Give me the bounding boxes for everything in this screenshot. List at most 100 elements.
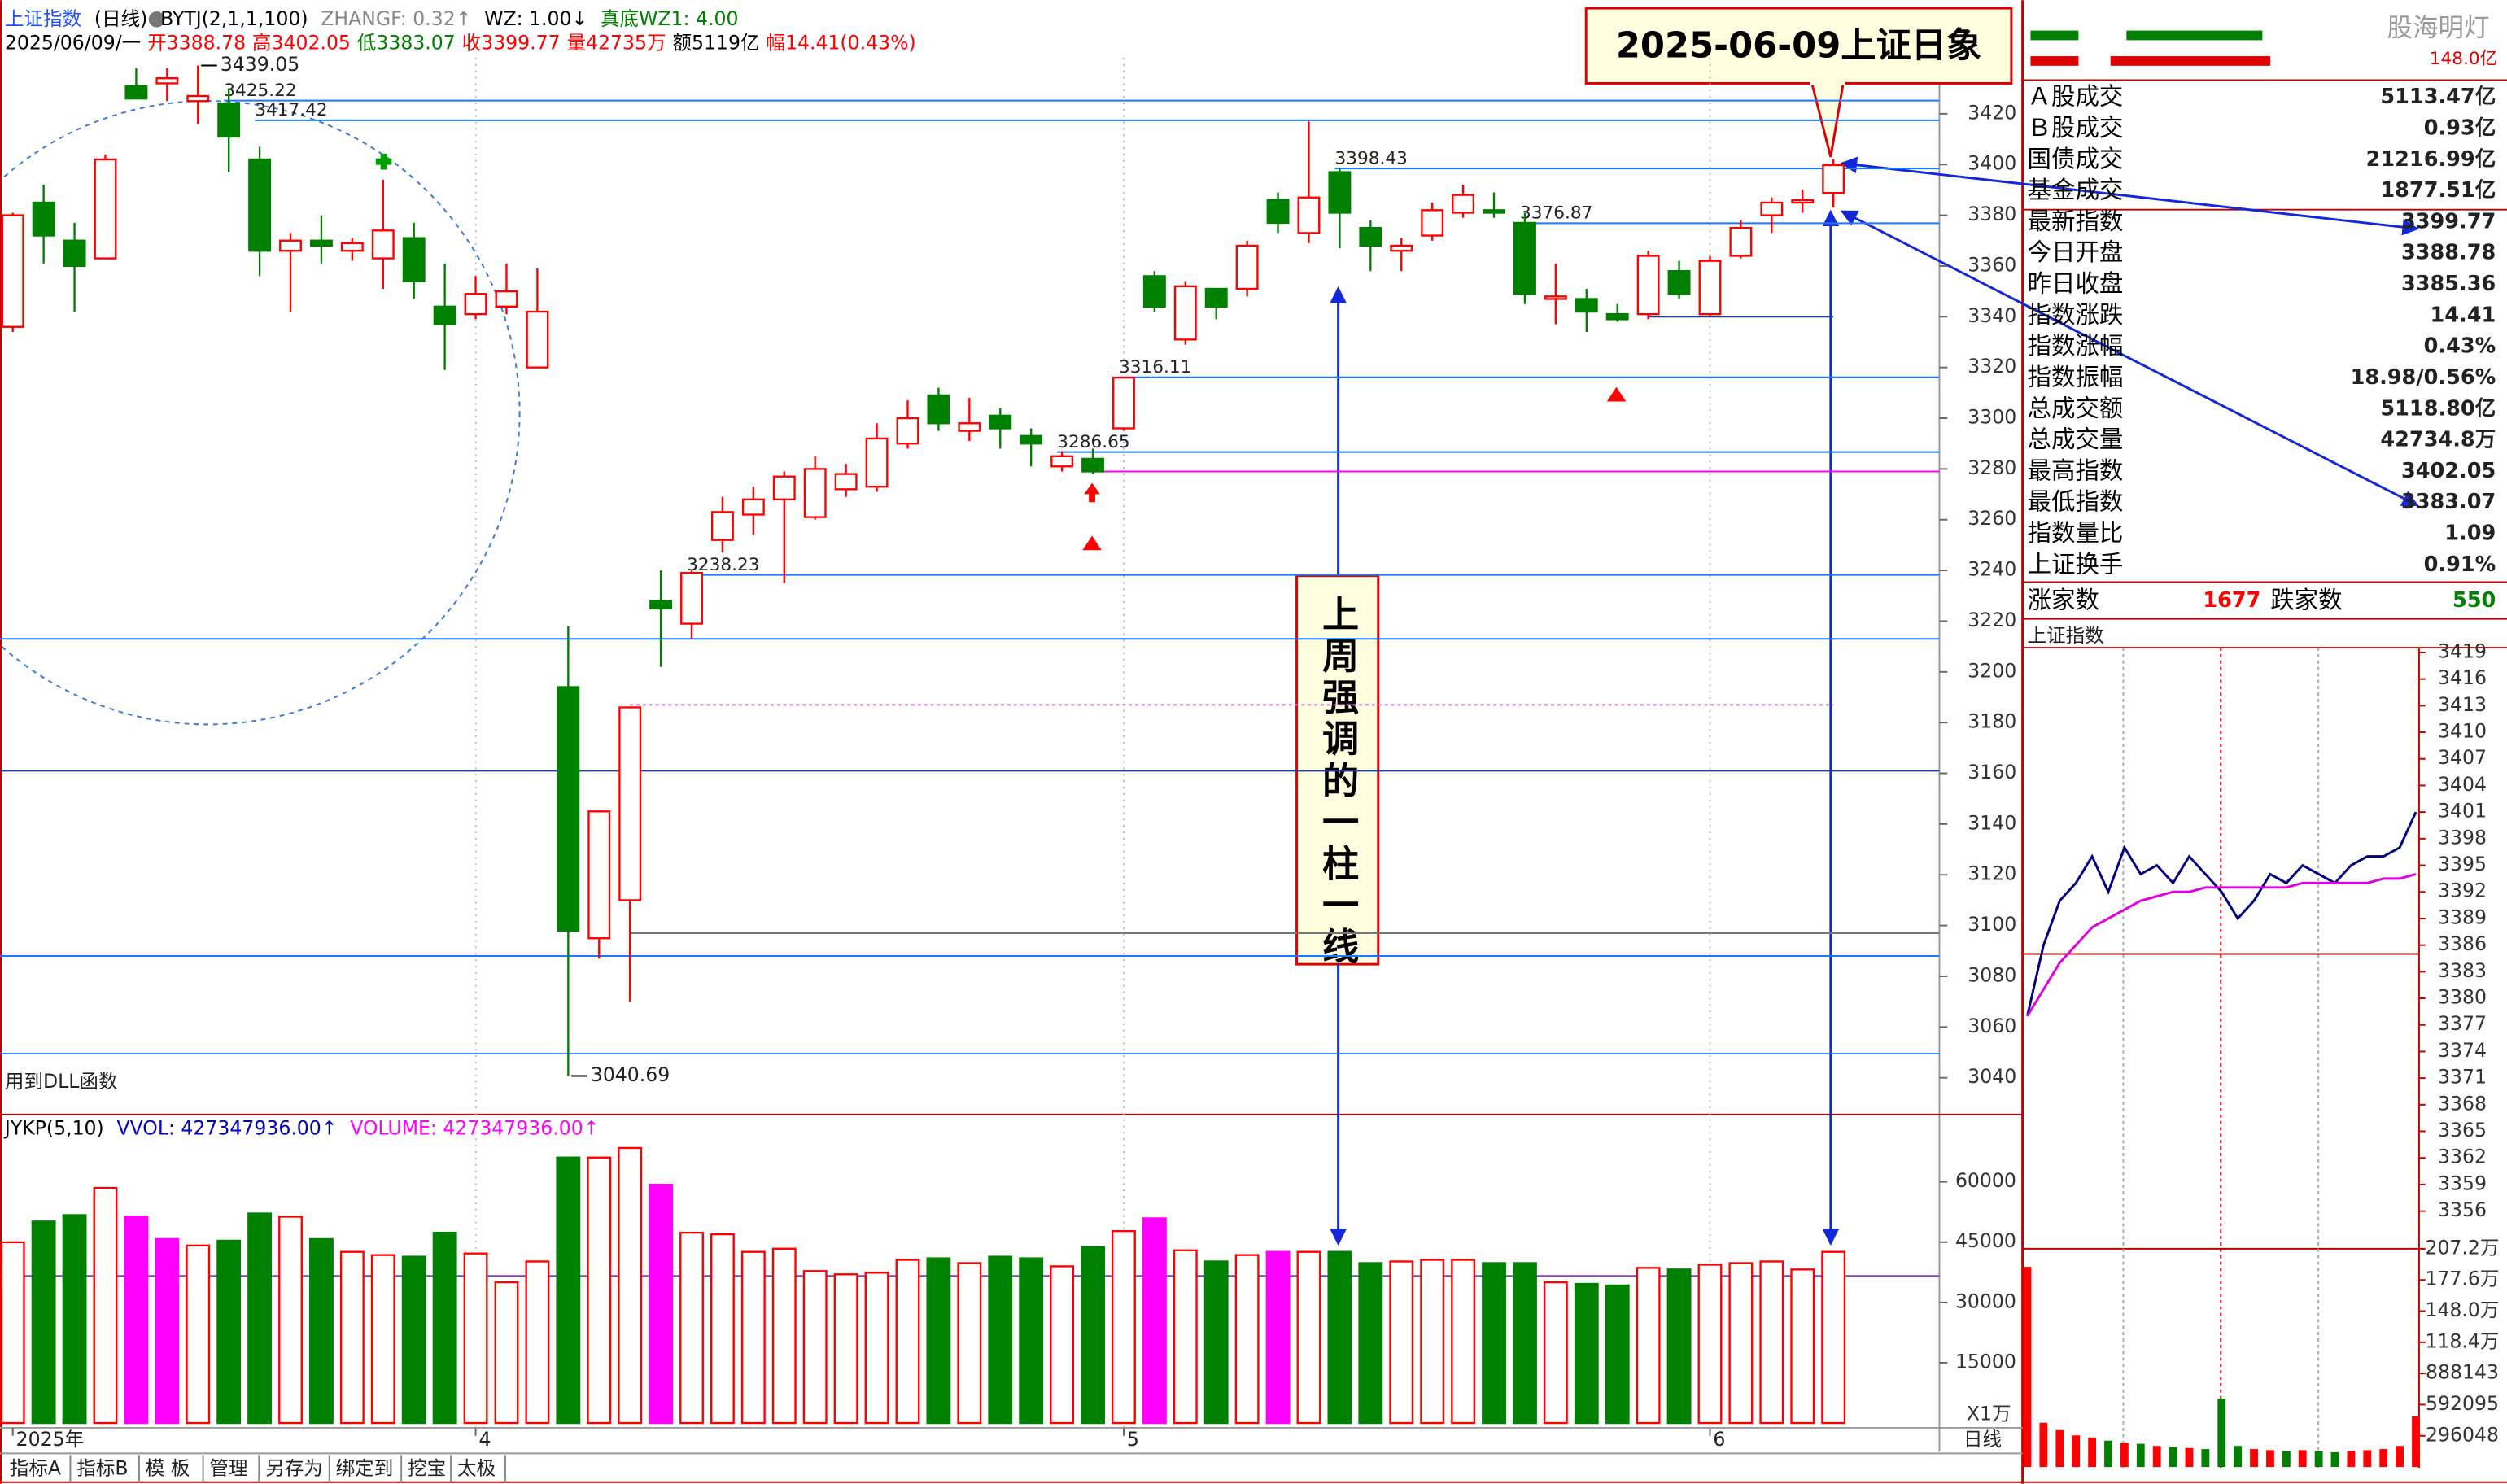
signal-cross bbox=[375, 153, 392, 170]
annotation-label: 3316.11 bbox=[1119, 357, 1191, 378]
row-label: Ｂ股成交 bbox=[2028, 114, 2124, 142]
volume-bar bbox=[1482, 1262, 1506, 1425]
volume-bar bbox=[1451, 1259, 1476, 1425]
row-value: 5118.80亿 bbox=[2380, 396, 2496, 421]
y-tick-label: 3410 bbox=[2438, 720, 2487, 743]
intraday-volume bbox=[2201, 1449, 2210, 1468]
row-label: 基金成交 bbox=[2028, 177, 2124, 204]
tab[interactable]: 另存为 bbox=[265, 1457, 323, 1480]
row-value: 0.43% bbox=[2424, 334, 2496, 359]
y-tick-label: 3300 bbox=[1968, 406, 2016, 429]
row-value: 0.91% bbox=[2424, 552, 2496, 577]
volume-bar bbox=[1759, 1260, 1784, 1425]
volume-bar bbox=[463, 1252, 488, 1425]
volume-bar bbox=[1636, 1267, 1661, 1425]
candle-body bbox=[309, 239, 333, 247]
candle-body bbox=[124, 85, 148, 100]
volume-bar bbox=[494, 1281, 519, 1425]
intraday-volume bbox=[2023, 1267, 2032, 1468]
volume-bar bbox=[833, 1273, 858, 1425]
signal-triangle bbox=[1082, 535, 1102, 551]
candle-body bbox=[680, 572, 703, 625]
row-value: 0.93亿 bbox=[2424, 116, 2496, 140]
volume-bar bbox=[802, 1270, 828, 1425]
intraday-volume bbox=[2152, 1446, 2161, 1468]
x-tick-label: 4 bbox=[478, 1428, 491, 1451]
header-item: WZ: 1.00↓ bbox=[484, 7, 587, 29]
volume-bar bbox=[1234, 1254, 1260, 1425]
row-label: 最新指数 bbox=[2028, 207, 2124, 235]
volume-bar bbox=[1081, 1246, 1105, 1425]
candle-body bbox=[1328, 171, 1352, 214]
tab[interactable]: 挖宝 bbox=[408, 1457, 446, 1480]
volume-bar bbox=[740, 1250, 766, 1425]
intraday-volume bbox=[2055, 1429, 2064, 1468]
intraday-volume bbox=[2396, 1446, 2404, 1468]
candle-body bbox=[155, 77, 179, 85]
y-tick-label: 3280 bbox=[1968, 456, 2016, 479]
y-tick-label: 3359 bbox=[2438, 1172, 2487, 1194]
row-value: 42734.8万 bbox=[2380, 428, 2496, 452]
candle-body bbox=[1050, 455, 1074, 468]
candle-body bbox=[989, 414, 1012, 430]
candle-body bbox=[1112, 376, 1135, 430]
candle-body bbox=[1822, 164, 1845, 194]
y-tick-label: 3060 bbox=[1968, 1015, 2016, 1037]
intraday-volume bbox=[2330, 1451, 2339, 1468]
y-tick-label: 3220 bbox=[1968, 609, 2016, 631]
header-item: BYTJ(2,1,1,100) bbox=[160, 7, 308, 29]
y-tick-label: 3200 bbox=[1968, 659, 2016, 682]
y-tick-label: 3401 bbox=[2438, 800, 2487, 823]
tab[interactable]: 管理 bbox=[209, 1457, 247, 1480]
intraday-volume bbox=[2217, 1398, 2226, 1468]
row-label: 总成交额 bbox=[2028, 395, 2124, 422]
tab[interactable]: 模 板 bbox=[146, 1457, 190, 1480]
rise-label: 涨家数 bbox=[2028, 587, 2099, 614]
header-item: 额5119亿 bbox=[672, 31, 759, 54]
volume-bar bbox=[31, 1220, 56, 1425]
volume-bar bbox=[278, 1216, 303, 1425]
candle-body bbox=[1605, 312, 1629, 321]
y-tick-label: 3260 bbox=[1968, 507, 2016, 530]
candle-body bbox=[371, 229, 395, 260]
volume-bar bbox=[1790, 1268, 1815, 1425]
row-value: 3388.78 bbox=[2401, 241, 2496, 265]
volume-bar bbox=[62, 1214, 87, 1425]
volume-bar bbox=[1389, 1260, 1414, 1425]
tab[interactable]: 太极 bbox=[457, 1457, 496, 1480]
intraday-volume bbox=[2250, 1449, 2258, 1468]
candle-body bbox=[1142, 275, 1166, 308]
tab[interactable]: 指标B bbox=[76, 1457, 128, 1480]
candle-body bbox=[557, 686, 580, 932]
y-tick-label: 3100 bbox=[1968, 913, 2016, 936]
volume-bar bbox=[1050, 1265, 1075, 1425]
candle-body bbox=[1791, 199, 1815, 204]
candle-body bbox=[1266, 199, 1290, 225]
tab[interactable]: 指标A bbox=[10, 1457, 61, 1480]
top-value: 148.0亿 bbox=[2430, 49, 2497, 69]
y-tick-label: 3392 bbox=[2438, 879, 2487, 902]
row-value: 1.09 bbox=[2444, 522, 2496, 546]
volume-bar bbox=[186, 1244, 211, 1425]
annotation-label: 3238.23 bbox=[687, 555, 759, 575]
volume-bar bbox=[1420, 1259, 1445, 1425]
header-item: VOLUME: 427347936.00↑ bbox=[350, 1116, 599, 1139]
intraday-line bbox=[2026, 873, 2417, 1017]
candle-body bbox=[772, 475, 796, 500]
tab[interactable]: 绑定到 bbox=[336, 1457, 394, 1480]
y-tick-label: 3404 bbox=[2438, 773, 2487, 796]
header-item: 2025/06/09/一 bbox=[5, 31, 141, 54]
y-tick-label: 3371 bbox=[2438, 1066, 2487, 1089]
row-value: 3383.07 bbox=[2401, 490, 2496, 514]
period-label: 日线 bbox=[1963, 1428, 2002, 1451]
row-label: 指数涨幅 bbox=[2028, 332, 2124, 360]
volume-bar bbox=[556, 1156, 581, 1425]
volume-bar bbox=[1173, 1249, 1198, 1425]
x-tick-label: 5 bbox=[1127, 1428, 1139, 1451]
volume-bar bbox=[1296, 1250, 1321, 1425]
y-tick-label: 3407 bbox=[2438, 746, 2487, 769]
header-item: 幅14.41(0.43%) bbox=[766, 31, 915, 54]
header-item: 量42735万 bbox=[567, 31, 666, 54]
y-tick-label: 3368 bbox=[2438, 1092, 2487, 1115]
